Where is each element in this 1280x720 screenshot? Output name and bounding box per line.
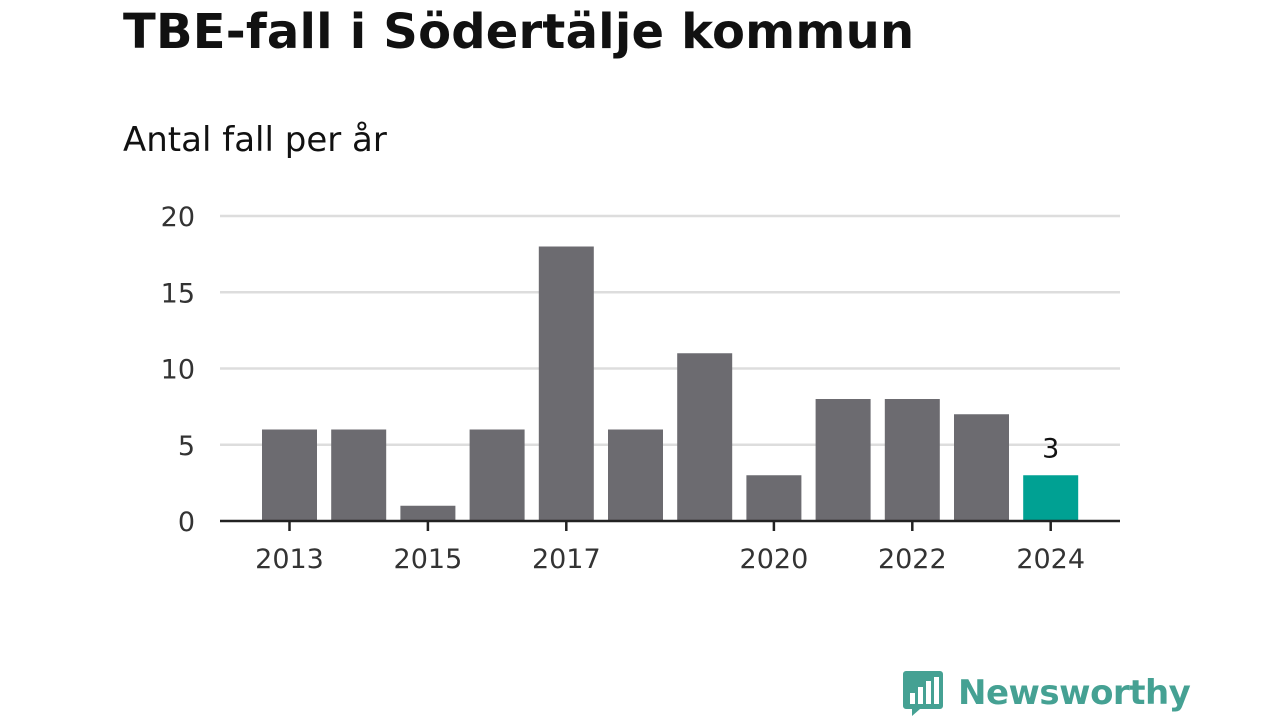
x-tick-label-2022: 2022 bbox=[878, 544, 947, 575]
bar-2024 bbox=[1023, 475, 1079, 521]
chart-title: TBE-fall i Södertälje kommun bbox=[123, 4, 915, 60]
brand-name: Newsworthy bbox=[958, 673, 1191, 713]
bar-2013 bbox=[262, 429, 317, 521]
bar-2014 bbox=[331, 429, 387, 521]
data-label-2024: 3 bbox=[1042, 433, 1059, 464]
bar-2017 bbox=[538, 246, 594, 521]
y-tick-label-20: 20 bbox=[161, 202, 195, 233]
brand-logo: Newsworthy bbox=[902, 669, 1191, 717]
bar-2015 bbox=[400, 505, 456, 521]
y-tick-label-15: 15 bbox=[161, 278, 195, 309]
bar-2021 bbox=[815, 399, 871, 521]
bar-2018 bbox=[608, 429, 663, 521]
bar-2020 bbox=[746, 475, 802, 521]
x-tick-label-2013: 2013 bbox=[255, 544, 324, 575]
x-tick-label-2020: 2020 bbox=[740, 544, 809, 575]
newsworthy-logo-icon bbox=[903, 671, 943, 716]
bar-2019 bbox=[677, 353, 733, 521]
bar-chart: 0 5 10 15 20 3 2013 2015 2017 2020 2022 2024 bbox=[161, 202, 1120, 575]
chart-subtitle: Antal fall per år bbox=[123, 120, 387, 160]
y-tick-label-10: 10 bbox=[161, 355, 195, 386]
x-tick-label-2015: 2015 bbox=[394, 544, 463, 575]
bar-2022 bbox=[884, 399, 940, 521]
y-tick-label-5: 5 bbox=[178, 431, 195, 462]
x-tick-label-2024: 2024 bbox=[1016, 544, 1085, 575]
x-tick-label-2017: 2017 bbox=[532, 544, 601, 575]
y-tick-label-0: 0 bbox=[178, 507, 195, 538]
bar-2016 bbox=[469, 429, 525, 521]
bar-2023 bbox=[954, 414, 1009, 521]
